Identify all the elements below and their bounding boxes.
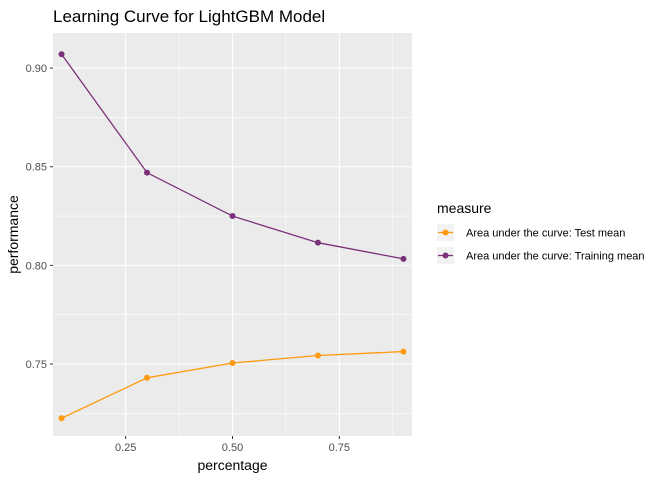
legend-items: Area under the curve: Test mean Area unde… xyxy=(437,224,645,264)
series-0-point xyxy=(144,374,151,381)
series-0-point xyxy=(229,360,236,367)
y-tick-label: 0.75 xyxy=(26,359,47,371)
y-tick-label: 0.85 xyxy=(26,162,47,174)
series-0-point xyxy=(58,415,65,422)
series-1-point xyxy=(58,51,65,58)
y-axis-title: performance xyxy=(5,195,21,274)
series-0-point xyxy=(400,348,407,355)
series-1-point xyxy=(400,255,407,262)
series-1-point xyxy=(314,239,321,246)
series-1-point xyxy=(144,169,151,176)
y-axis: 0.75 0.80 0.85 0.90 xyxy=(26,63,53,371)
legend-label: Area under the curve: Training mean xyxy=(466,251,645,263)
series-1-point xyxy=(229,213,236,220)
y-tick-label: 0.80 xyxy=(26,260,47,272)
series-0-point xyxy=(314,352,321,359)
legend-title: measure xyxy=(437,200,492,216)
chart-title: Learning Curve for LightGBM Model xyxy=(53,7,325,26)
y-tick-label: 0.90 xyxy=(26,63,47,75)
x-tick-label: 0.75 xyxy=(329,442,350,454)
x-axis-title: percentage xyxy=(197,457,267,473)
x-tick-label: 0.50 xyxy=(222,442,243,454)
x-tick-label: 0.25 xyxy=(115,442,136,454)
legend: measure Area under the curve: Test meanA… xyxy=(437,200,645,264)
legend-label: Area under the curve: Test mean xyxy=(466,228,625,240)
series-points xyxy=(58,51,407,422)
legend-key-point xyxy=(442,229,449,236)
x-axis: 0.25 0.50 0.75 xyxy=(115,436,350,454)
legend-key-point xyxy=(442,252,449,259)
